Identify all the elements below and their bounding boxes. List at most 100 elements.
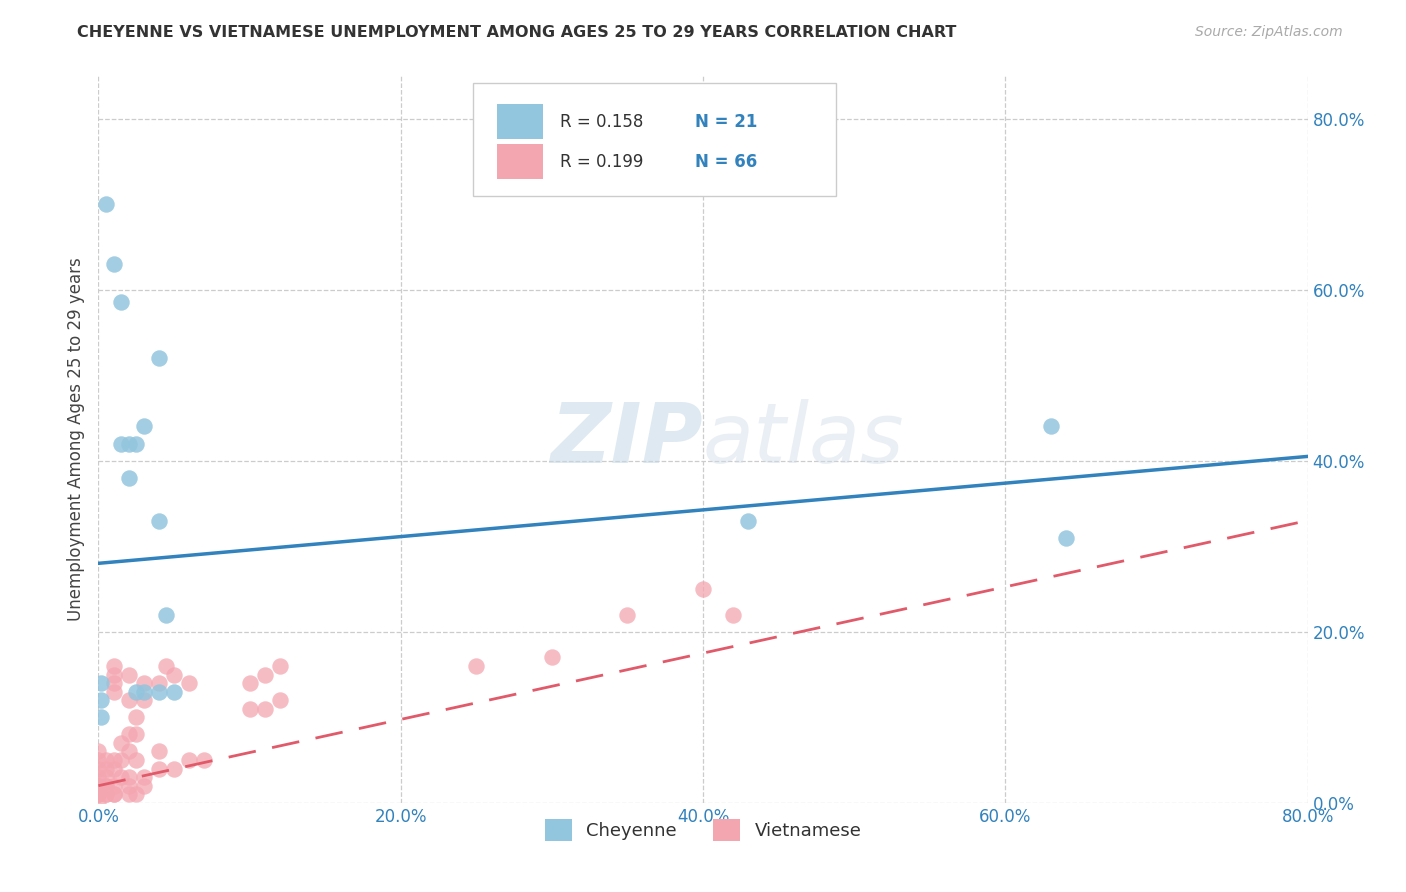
Point — [465, 659, 488, 673]
Point — [87, 787, 110, 801]
Point — [269, 659, 291, 673]
Point — [87, 744, 110, 758]
Point — [118, 727, 141, 741]
Y-axis label: Unemployment Among Ages 25 to 29 years: Unemployment Among Ages 25 to 29 years — [66, 258, 84, 621]
Point — [155, 659, 177, 673]
Point — [94, 787, 117, 801]
Point — [179, 753, 201, 767]
Point — [94, 779, 117, 793]
Point — [148, 744, 170, 758]
Point — [90, 693, 112, 707]
Point — [155, 607, 177, 622]
Point — [87, 753, 110, 767]
Point — [94, 779, 117, 793]
Point — [110, 295, 132, 310]
Point — [103, 676, 125, 690]
Point — [723, 607, 745, 622]
Point — [94, 762, 117, 776]
Legend: Cheyenne, Vietnamese: Cheyenne, Vietnamese — [537, 812, 869, 848]
Point — [132, 779, 155, 793]
Text: N = 66: N = 66 — [695, 153, 756, 170]
Point — [132, 684, 155, 698]
Point — [239, 702, 262, 716]
Point — [110, 770, 132, 784]
Point — [103, 257, 125, 271]
Point — [103, 787, 125, 801]
Point — [125, 753, 148, 767]
Text: N = 21: N = 21 — [695, 112, 756, 130]
Point — [118, 471, 141, 485]
Point — [87, 779, 110, 793]
Point — [110, 753, 132, 767]
Point — [118, 744, 141, 758]
Point — [132, 419, 155, 434]
Bar — [498, 145, 543, 179]
Point — [118, 770, 141, 784]
Point — [163, 667, 186, 681]
Point — [110, 736, 132, 750]
Point — [103, 779, 125, 793]
Point — [94, 770, 117, 784]
Point — [1039, 419, 1062, 434]
Point — [163, 684, 186, 698]
Point — [253, 702, 276, 716]
Text: atlas: atlas — [703, 399, 904, 480]
Text: CHEYENNE VS VIETNAMESE UNEMPLOYMENT AMONG AGES 25 TO 29 YEARS CORRELATION CHART: CHEYENNE VS VIETNAMESE UNEMPLOYMENT AMON… — [77, 25, 956, 40]
Point — [87, 762, 110, 776]
Point — [103, 753, 125, 767]
Point — [87, 779, 110, 793]
Point — [125, 727, 148, 741]
Point — [87, 770, 110, 784]
Point — [87, 787, 110, 801]
Point — [148, 351, 170, 365]
Point — [132, 770, 155, 784]
Point — [125, 787, 148, 801]
Point — [163, 762, 186, 776]
Point — [87, 779, 110, 793]
Point — [269, 693, 291, 707]
Point — [148, 762, 170, 776]
Point — [87, 796, 110, 810]
Bar — [498, 104, 543, 139]
Point — [90, 676, 112, 690]
Point — [110, 436, 132, 450]
Point — [253, 667, 276, 681]
Point — [148, 684, 170, 698]
Point — [125, 684, 148, 698]
Point — [103, 667, 125, 681]
Point — [239, 676, 262, 690]
Point — [94, 753, 117, 767]
Text: R = 0.199: R = 0.199 — [561, 153, 644, 170]
Point — [103, 684, 125, 698]
Point — [118, 436, 141, 450]
Point — [737, 514, 759, 528]
Text: R = 0.158: R = 0.158 — [561, 112, 644, 130]
Point — [103, 659, 125, 673]
FancyBboxPatch shape — [474, 83, 837, 195]
Point — [1054, 531, 1077, 545]
Point — [87, 787, 110, 801]
Point — [94, 197, 117, 211]
Point — [540, 650, 562, 665]
Point — [132, 676, 155, 690]
Point — [118, 667, 141, 681]
Point — [118, 779, 141, 793]
Text: Source: ZipAtlas.com: Source: ZipAtlas.com — [1195, 25, 1343, 39]
Point — [692, 582, 714, 596]
Point — [87, 779, 110, 793]
Point — [125, 710, 148, 724]
Point — [103, 787, 125, 801]
Point — [179, 676, 201, 690]
Point — [90, 710, 112, 724]
Point — [193, 753, 215, 767]
Point — [148, 514, 170, 528]
Point — [148, 676, 170, 690]
Point — [616, 607, 638, 622]
Point — [132, 693, 155, 707]
Point — [125, 436, 148, 450]
Point — [118, 693, 141, 707]
Point — [118, 787, 141, 801]
Point — [94, 787, 117, 801]
Text: ZIP: ZIP — [550, 399, 703, 480]
Point — [103, 762, 125, 776]
